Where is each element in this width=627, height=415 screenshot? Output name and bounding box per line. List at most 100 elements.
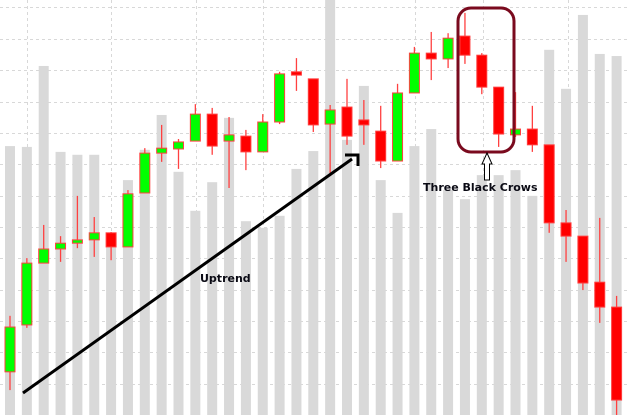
volume-bar — [476, 175, 487, 415]
volume-bar — [257, 227, 268, 415]
volume-bar — [527, 195, 538, 415]
candle — [442, 33, 454, 69]
candle — [392, 83, 404, 162]
volume-bar — [224, 117, 235, 415]
candle-body-bearish — [526, 128, 538, 146]
candle — [21, 258, 33, 328]
volume-bar — [274, 215, 285, 415]
candle-body-bullish — [4, 326, 16, 373]
candle-body-bullish — [173, 141, 184, 150]
volume-bar — [89, 154, 100, 415]
candle — [173, 139, 184, 169]
volume-bar — [409, 146, 420, 415]
volume-bar — [358, 85, 369, 415]
candle — [206, 107, 218, 155]
candle — [290, 58, 302, 91]
volume-bar — [510, 170, 521, 415]
candle-body-bearish — [577, 235, 589, 284]
candle — [71, 195, 83, 249]
volume-bar — [122, 180, 133, 415]
candle-body-bullish — [139, 152, 151, 194]
volume-bar — [240, 221, 251, 415]
candle-body-bearish — [358, 119, 370, 126]
candle — [341, 78, 353, 145]
candle-body-bullish — [156, 147, 168, 154]
uptrend-label: Uptrend — [200, 272, 251, 285]
candle-body-bullish — [189, 113, 201, 142]
candle-body-bullish — [21, 262, 33, 326]
candle-body-bullish — [122, 193, 134, 248]
annotations — [22, 6, 516, 395]
candle — [189, 104, 201, 142]
candle — [493, 86, 505, 147]
uptrend-arrowhead — [345, 153, 360, 166]
candle-body-bearish — [594, 281, 606, 308]
candle-body-bullish — [55, 242, 67, 250]
volume-bar — [426, 129, 437, 415]
candle — [307, 78, 319, 132]
candle-body-bearish — [341, 106, 353, 137]
volume-bar — [55, 151, 66, 415]
volume-bar — [325, 0, 336, 415]
volume-bar — [190, 210, 201, 415]
candle — [4, 315, 16, 391]
candle-body-bearish — [307, 78, 319, 126]
candle — [38, 224, 50, 264]
candle-body-bullish — [223, 134, 235, 142]
volume-bar — [139, 149, 150, 415]
volume-bar — [72, 154, 83, 415]
candle-body-bearish — [105, 232, 117, 248]
candle-body-bearish — [375, 130, 387, 162]
volume-bar — [493, 175, 504, 415]
candle — [105, 231, 117, 261]
volume-bar — [5, 146, 15, 415]
candle-body-bullish — [88, 232, 100, 241]
candle-body-bearish — [459, 35, 471, 56]
uptrend-line — [22, 157, 353, 395]
candle-body-bearish — [493, 86, 505, 135]
candle-body-bearish — [290, 71, 302, 76]
candle-body-bearish — [543, 144, 555, 224]
volume-bar — [173, 171, 184, 415]
three-black-crows-label: Three Black Crows — [423, 181, 538, 194]
candle-body-bearish — [206, 113, 218, 147]
candle — [459, 12, 471, 64]
candle — [257, 114, 269, 153]
volume-bar — [392, 212, 403, 415]
volume-bar — [342, 139, 352, 415]
volume-bar — [577, 14, 588, 415]
candle — [274, 71, 286, 125]
candle-body-bearish — [476, 54, 488, 88]
candle — [408, 46, 420, 94]
volume-bar — [375, 180, 386, 415]
volume-bars — [5, 0, 622, 415]
candle-body-bearish — [240, 135, 252, 153]
volume-bar — [443, 190, 454, 415]
candle-body-bullish — [257, 121, 269, 153]
candle-body-bearish — [425, 52, 437, 60]
candle-body-bullish — [324, 109, 336, 125]
volume-bar — [611, 56, 622, 415]
candle — [324, 104, 336, 176]
up-arrow-icon — [481, 151, 493, 181]
candle — [55, 236, 67, 262]
candle — [425, 31, 437, 81]
candle — [611, 295, 623, 415]
candle — [526, 105, 538, 152]
candle-body-bearish — [611, 306, 623, 401]
candle — [139, 148, 151, 194]
candle — [240, 129, 252, 171]
candle — [375, 105, 387, 169]
candle-body-bullish — [392, 92, 404, 162]
candle — [223, 117, 235, 188]
volume-bar — [207, 182, 218, 415]
candle — [88, 217, 100, 257]
candle — [543, 144, 555, 233]
volume-bar — [459, 199, 470, 415]
candle — [156, 124, 168, 162]
volume-bar — [308, 151, 319, 415]
volume-bar — [106, 239, 117, 415]
candle — [594, 217, 606, 323]
three-black-crows-highlight-box — [456, 6, 516, 154]
